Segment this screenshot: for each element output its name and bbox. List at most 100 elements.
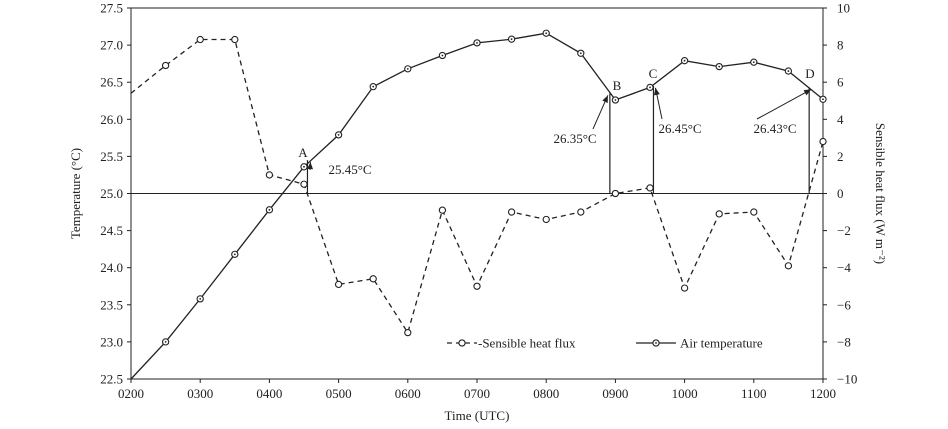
marker-arrow-head: [307, 162, 314, 170]
y-right-tick-label: −8: [837, 334, 851, 349]
x-tick-label: 0500: [326, 386, 352, 401]
marker-value-label-c: 26.45°C: [658, 121, 701, 136]
x-tick-label: 1200: [810, 386, 836, 401]
y-left-tick-label: 23.0: [100, 334, 123, 349]
x-tick-label: 0900: [602, 386, 628, 401]
y-left-tick-label: 22.5: [100, 372, 123, 387]
legend-temp-label: Air temperature: [680, 336, 763, 351]
marker-arrow-head: [803, 89, 812, 96]
x-tick-label: 0200: [118, 386, 144, 401]
marker-letter-b: B: [613, 78, 622, 93]
x-tick-label: 0300: [187, 386, 213, 401]
y-right-tick-label: −4: [837, 260, 851, 275]
temperature-point-dot: [268, 208, 271, 211]
flux-point: [300, 180, 308, 188]
temperature-point-dot: [337, 133, 340, 136]
flux-point: [577, 208, 585, 216]
flux-point: [646, 184, 654, 192]
flux-point: [231, 35, 239, 44]
annotations-group: A 25.45°C B 26.35°C C 26.45°C D 26.43°C: [298, 66, 815, 194]
flux-point: [784, 262, 793, 270]
y-left-tick-label: 27.5: [100, 1, 123, 16]
marker-letter-a: A: [298, 145, 308, 160]
flux-point: [161, 61, 170, 70]
marker-letter-d: D: [805, 66, 814, 81]
marker-value-label-a: 25.45°C: [328, 162, 371, 177]
y-right-tick-label: −2: [837, 223, 851, 238]
y-right-tick-label: 0: [837, 186, 844, 201]
flux-point: [196, 35, 204, 44]
temperature-point-dot: [822, 98, 824, 101]
x-tick-label: 1000: [672, 386, 698, 401]
flux-point: [265, 171, 274, 179]
flux-point: [334, 280, 343, 289]
y-right-tick-label: 10: [837, 1, 850, 16]
y-left-tick-label: 25.0: [100, 186, 123, 201]
flux-point: [680, 284, 689, 292]
x-axis-title: Time (UTC): [445, 408, 510, 423]
legend-flux-label: -Sensible heat flux: [478, 336, 576, 351]
y-right-axis-title: Sensible heat flux (W m⁻²): [873, 123, 888, 264]
y-left-axis-title: Temperature (°C): [68, 148, 83, 239]
flux-point: [611, 189, 620, 198]
temperature-point-dot: [579, 52, 582, 55]
y-left-tick-label: 26.0: [100, 112, 123, 127]
temperature-point-dot: [233, 253, 236, 256]
y-left-tick-label: 27.0: [100, 38, 123, 53]
temperature-point-dot: [406, 67, 409, 70]
axes-group: 0200 0300 0400 0500 0600 0700 0800 0900 1000 1100…: [68, 1, 888, 424]
temperature-point-dot: [718, 65, 721, 68]
marker-arrow-head: [653, 87, 660, 96]
flux-point: [542, 215, 550, 224]
temperature-point-dot: [752, 61, 755, 64]
air-temperature-line: [130, 32, 824, 380]
y-right-tick-label: 2: [837, 149, 844, 164]
series-group: [130, 29, 827, 380]
y-right-tick-label: 4: [837, 112, 844, 127]
flux-point: [715, 210, 723, 218]
marker-value-label-d: 26.43°C: [753, 121, 796, 136]
temperature-point-dot: [441, 54, 444, 57]
flux-point: [819, 137, 827, 146]
temperature-point-dot: [787, 70, 790, 72]
flux-point: [750, 208, 758, 216]
legend-temp-marker-dot: [655, 342, 657, 344]
x-tick-label: 0400: [256, 386, 282, 401]
temperature-point-dot: [614, 99, 617, 101]
flux-point: [507, 208, 516, 216]
temperature-point-dot: [372, 85, 375, 88]
marker-letter-c: C: [649, 66, 658, 81]
x-tick-label: 0700: [464, 386, 490, 401]
y-right-tick-label: 6: [837, 75, 844, 90]
temperature-point-dot: [649, 86, 651, 89]
temperature-point-dot: [510, 38, 513, 41]
flux-point: [438, 206, 447, 214]
marker-arrow-shaft: [756, 88, 812, 120]
y-right-tick-label: 8: [837, 38, 844, 53]
temperature-point-dot: [545, 32, 548, 35]
x-tick-label: 0600: [395, 386, 421, 401]
y-left-tick-label: 26.5: [100, 75, 123, 90]
flux-point: [369, 275, 377, 283]
marker-arrow-head: [602, 95, 608, 103]
y-left-tick-label: 25.5: [100, 149, 123, 164]
legend-flux-marker: [458, 339, 466, 347]
temperature-point-dot: [303, 165, 305, 168]
flux-point: [404, 328, 412, 337]
y-left-tick-label: 24.0: [100, 260, 123, 275]
y-right-tick-label: −10: [837, 372, 857, 387]
y-right-tick-label: −6: [837, 297, 851, 312]
temperature-point-dot: [683, 59, 686, 62]
temperature-point-dot: [476, 41, 478, 44]
x-tick-label: 0800: [533, 386, 559, 401]
legend-group: -Sensible heat flux Air temperature: [447, 336, 763, 351]
x-tick-label: 1100: [741, 386, 767, 401]
marker-value-label-b: 26.35°C: [553, 131, 596, 146]
y-left-tick-label: 24.5: [100, 223, 123, 238]
y-left-tick-label: 23.5: [100, 297, 123, 312]
temperature-point-dot: [199, 297, 202, 300]
flux-point: [473, 282, 481, 290]
temperature-point-dot: [164, 341, 167, 343]
